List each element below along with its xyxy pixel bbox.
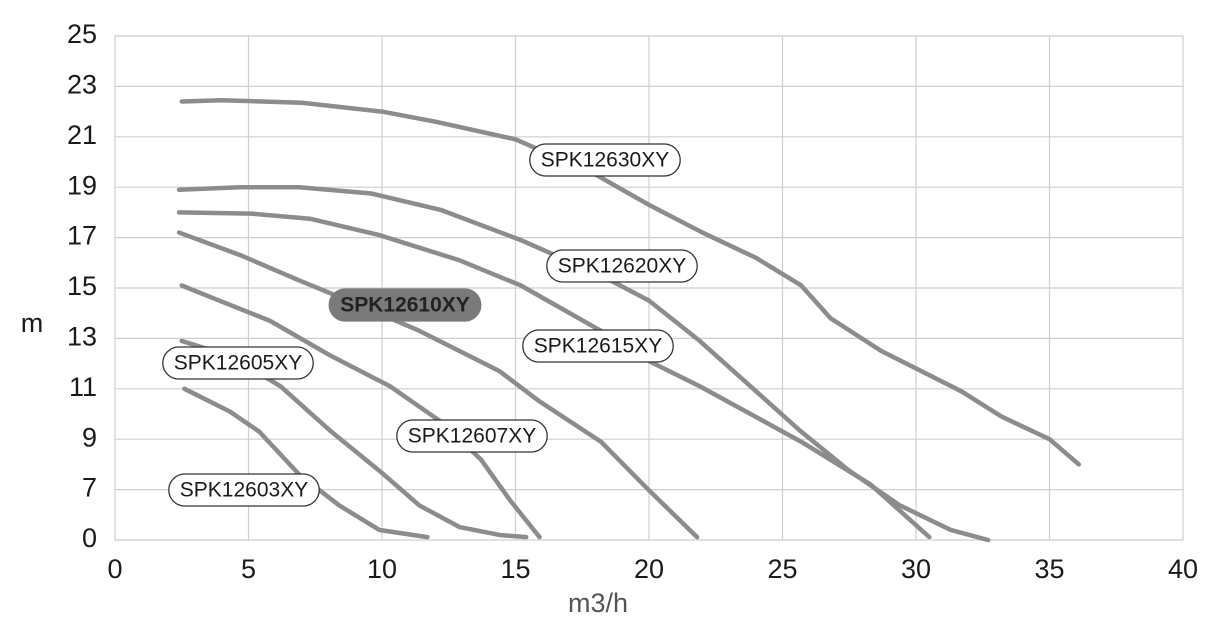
x-tick-label: 40 [1168,554,1198,584]
y-tick-label: 21 [67,120,97,150]
curve [176,210,932,540]
curve-label-text: SPK12620XY [558,255,686,278]
x-tick-label: 15 [500,554,530,584]
y-tick-label: 9 [82,422,97,452]
x-tick-label: 35 [1034,554,1064,584]
x-tick-label: 0 [107,554,122,584]
label-box [328,288,482,322]
y-tick-label: 13 [67,322,97,352]
label-box [162,346,314,380]
curve-label: SPK12603XY [168,473,320,507]
curve-label: SPK12615XY [522,329,674,363]
y-tick-label: 23 [67,70,97,100]
x-tick-label: 10 [367,554,397,584]
curve-label-text: SPK12615XY [534,335,662,358]
y-tick-label: 11 [69,372,97,402]
label-box [546,249,698,283]
x-tick-label: 20 [634,554,664,584]
x-tick-label: 5 [241,554,256,584]
curve [179,98,1082,467]
y-tick-label: 25 [67,19,97,49]
y-tick-label: 15 [67,271,97,301]
label-box [522,329,674,363]
label-box [168,473,320,507]
curve-label: SPK12630XY [529,143,681,177]
label-box [396,419,548,453]
curve-label-text: SPK12603XY [180,479,308,502]
y-tick-label: 19 [67,170,97,200]
y-tick-label: 7 [82,473,97,503]
x-tick-label: 25 [767,554,797,584]
curve-label: SPK12620XY [546,249,698,283]
x-tick-label: 30 [901,554,931,584]
curve-label: SPK12607XY [396,419,548,453]
curve-label: SPK12610XY [328,288,482,322]
y-axis-label: m [21,308,44,338]
curve [176,230,700,540]
curve-label: SPK12605XY [162,346,314,380]
curve [179,283,542,540]
y-tick-label: 17 [67,221,97,251]
y-tick-label: 0 [82,523,97,553]
curve-label-text: SPK12607XY [408,425,536,448]
curve-label-text: SPK12610XY [340,294,470,317]
label-box [529,143,681,177]
curve-label-text: SPK12630XY [541,149,669,172]
curve-label-text: SPK12605XY [174,352,302,375]
x-axis-label: m3/h [568,588,628,618]
